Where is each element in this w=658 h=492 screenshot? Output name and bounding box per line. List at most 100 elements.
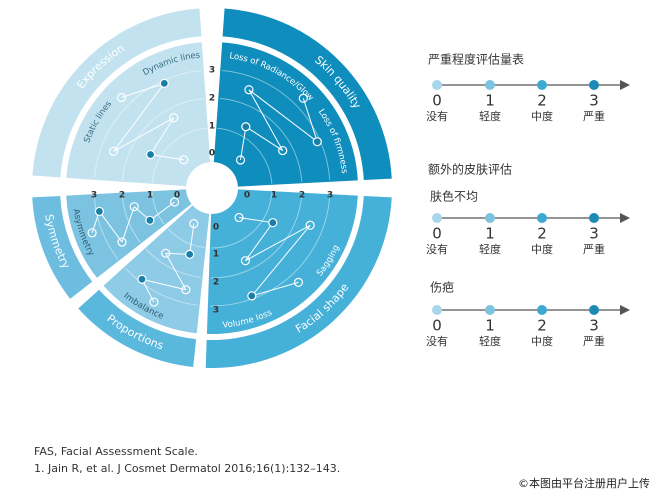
connector <box>248 89 284 151</box>
axis-tick: 3 <box>209 66 215 76</box>
node <box>189 219 199 229</box>
axis-tick: 2 <box>213 278 219 288</box>
node <box>235 155 246 165</box>
scale-dot <box>537 213 547 223</box>
outer-band <box>205 195 392 368</box>
sector <box>66 42 211 187</box>
outer-band <box>32 195 93 299</box>
grid-arc <box>209 196 331 307</box>
axis-tick: 3 <box>213 306 219 316</box>
scale-value: 3 <box>589 92 599 110</box>
connector <box>150 153 184 161</box>
scale-label: 没有 <box>426 334 448 348</box>
node <box>159 78 169 88</box>
scale-label: 轻度 <box>479 334 501 348</box>
sector <box>103 205 210 334</box>
extra-item: 肤色不均 <box>430 189 478 204</box>
node <box>94 206 105 217</box>
scale-label: 中度 <box>531 242 553 256</box>
outer-band <box>78 289 197 368</box>
node <box>145 215 155 225</box>
axis-tick: 2 <box>119 191 125 201</box>
node <box>169 197 180 207</box>
connector <box>165 252 187 290</box>
node <box>293 277 304 287</box>
connector <box>99 211 123 243</box>
outer-band <box>32 8 202 178</box>
scale-label: 严重 <box>583 242 605 256</box>
axis-tick: 0 <box>209 149 215 159</box>
node <box>149 297 159 307</box>
scale-value: 3 <box>589 225 599 243</box>
connector <box>245 126 283 151</box>
grid-arc <box>93 196 119 260</box>
connector <box>189 223 195 255</box>
connector <box>113 83 165 152</box>
node <box>169 113 179 123</box>
connector <box>141 278 187 291</box>
node <box>179 155 189 165</box>
axis-tick: 3 <box>91 191 97 201</box>
scale-value: 3 <box>589 317 599 335</box>
axis-tick: 0 <box>244 191 250 201</box>
scale-value: 0 <box>432 317 442 335</box>
scale-arrow <box>620 305 630 315</box>
axis-tick: 1 <box>147 191 153 201</box>
scale-label: 中度 <box>531 334 553 348</box>
scale-dot <box>432 213 442 223</box>
outer-band <box>222 8 392 181</box>
extra-title: 额外的皮肤评估 <box>428 162 512 177</box>
node <box>181 285 191 295</box>
node <box>240 256 251 266</box>
grid-arc <box>151 192 165 225</box>
connector <box>251 224 311 297</box>
grid-arc <box>210 192 273 249</box>
grid-arc <box>217 127 273 184</box>
node <box>312 137 322 147</box>
scale-value: 2 <box>537 225 547 243</box>
scale-dot <box>432 305 442 315</box>
node <box>298 93 308 103</box>
connector <box>248 89 318 143</box>
connector <box>240 126 247 161</box>
connector <box>245 222 274 261</box>
scale-arrow <box>620 80 630 90</box>
grid-arc <box>167 228 205 249</box>
scale-label: 轻度 <box>479 242 501 256</box>
footnote: 1. Jain R, et al. J Cosmet Dermatol 2016… <box>34 462 340 475</box>
scale-dot <box>485 213 495 223</box>
connector <box>121 206 135 243</box>
node <box>87 228 97 238</box>
scale-title: 严重程度评估量表 <box>428 52 524 67</box>
node <box>305 220 315 230</box>
scale-dot <box>432 80 442 90</box>
scale-dot <box>485 80 495 90</box>
connector <box>251 281 299 297</box>
node <box>129 202 139 212</box>
sector <box>213 42 358 187</box>
node <box>185 249 195 259</box>
grid-arc <box>121 97 205 181</box>
axis-tick: 1 <box>209 122 215 132</box>
scale-label: 没有 <box>426 242 448 256</box>
node <box>234 212 244 223</box>
grid-arc <box>222 69 331 180</box>
grid-arc <box>121 194 141 243</box>
axis-tick: 0 <box>174 191 180 201</box>
node <box>137 274 147 284</box>
node <box>161 248 171 258</box>
grid-arc <box>210 194 303 279</box>
scale-label: 严重 <box>583 334 605 348</box>
node <box>278 145 288 156</box>
node <box>116 92 127 103</box>
axis-tick: 2 <box>209 94 215 104</box>
connector <box>150 117 175 155</box>
grid-arc <box>151 127 207 183</box>
sector <box>206 189 358 334</box>
connector <box>302 98 318 142</box>
scale-dot <box>589 213 599 223</box>
axis-tick: 1 <box>271 191 277 201</box>
